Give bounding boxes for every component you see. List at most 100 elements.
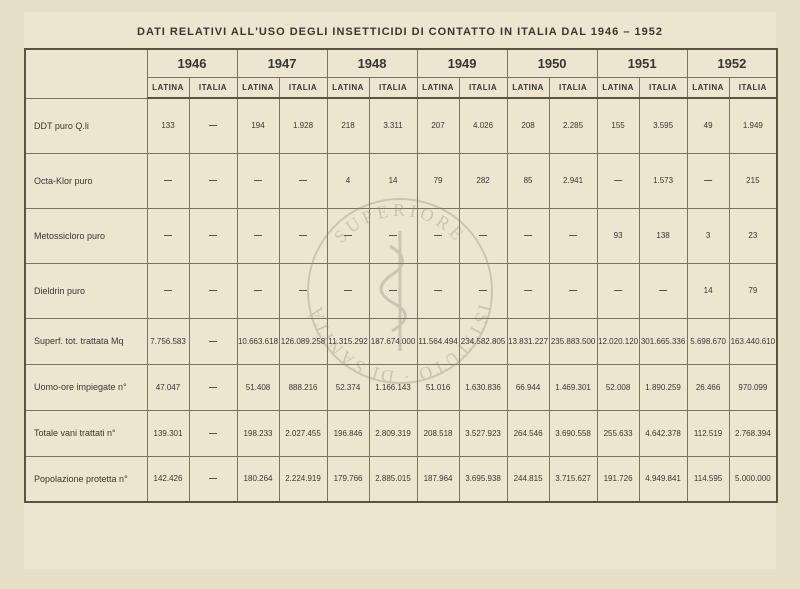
data-cell: 198.233 [237,410,279,456]
subcol-header: ITALIA [639,78,687,99]
data-cell: — [417,263,459,318]
year-header-row: 1946 1947 1948 1949 1950 1951 1952 [25,49,777,78]
subcol-header: ITALIA [549,78,597,99]
data-cell: — [687,153,729,208]
year-header: 1946 [147,49,237,78]
year-header: 1949 [417,49,507,78]
data-cell: 79 [417,153,459,208]
subcol-header: LATINA [237,78,279,99]
data-cell: — [549,208,597,263]
data-cell: — [189,410,237,456]
data-cell: — [369,263,417,318]
table-row: Uomo-ore impiegate n°47.047—51.408888.21… [25,364,777,410]
data-cell: 3.595 [639,98,687,153]
data-cell: 5.698.670 [687,318,729,364]
data-cell: — [327,208,369,263]
data-cell: 1.166.143 [369,364,417,410]
data-cell: 4.949.841 [639,456,687,502]
data-cell: — [549,263,597,318]
table-row: Popolazione protetta n°142.426—180.2642.… [25,456,777,502]
row-label: Octa-Klor puro [25,153,147,208]
data-cell: 4.642.378 [639,410,687,456]
data-cell: 282 [459,153,507,208]
data-cell: 1.928 [279,98,327,153]
data-cell: — [279,153,327,208]
data-cell: 11.564.494 [417,318,459,364]
data-cell: — [597,153,639,208]
data-cell: 1.949 [729,98,777,153]
data-cell: — [507,263,549,318]
data-cell: 2.027.455 [279,410,327,456]
data-cell: 187.964 [417,456,459,502]
data-cell: 52.374 [327,364,369,410]
data-cell: — [147,263,189,318]
data-cell: 14 [687,263,729,318]
subcol-header: ITALIA [729,78,777,99]
data-cell: — [147,153,189,208]
table-row: Superf. tot. trattata Mq7.756.583—10.663… [25,318,777,364]
data-cell: 970.099 [729,364,777,410]
data-cell: 138 [639,208,687,263]
data-cell: 1.890.259 [639,364,687,410]
subcol-header: LATINA [687,78,729,99]
subcol-header: LATINA [597,78,639,99]
table-head: 1946 1947 1948 1949 1950 1951 1952 LATIN… [25,49,777,98]
data-cell: 1.469.301 [549,364,597,410]
data-cell: 93 [597,208,639,263]
data-cell: 66.944 [507,364,549,410]
data-cell: — [327,263,369,318]
data-cell: 3.527.923 [459,410,507,456]
data-cell: — [237,263,279,318]
data-cell: 4.026 [459,98,507,153]
data-cell: 264.546 [507,410,549,456]
data-cell: 207 [417,98,459,153]
data-cell: — [189,208,237,263]
data-cell: 51.408 [237,364,279,410]
data-cell: 208.518 [417,410,459,456]
year-header: 1947 [237,49,327,78]
data-cell: — [279,263,327,318]
data-cell: — [459,208,507,263]
data-cell: 163.440.610 [729,318,777,364]
data-cell: 2.941 [549,153,597,208]
subcol-header: LATINA [507,78,549,99]
data-cell: 208 [507,98,549,153]
data-cell: — [189,263,237,318]
data-cell: 11.315.292 [327,318,369,364]
data-cell: 1.573 [639,153,687,208]
data-cell: 187.674.000 [369,318,417,364]
data-cell: 139.301 [147,410,189,456]
data-cell: 3.690.558 [549,410,597,456]
data-cell: 5.000.000 [729,456,777,502]
row-label: Superf. tot. trattata Mq [25,318,147,364]
data-table: 1946 1947 1948 1949 1950 1951 1952 LATIN… [24,48,778,503]
data-cell: 12.020.120 [597,318,639,364]
data-cell: — [237,153,279,208]
corner-cell [25,49,147,98]
data-cell: — [189,456,237,502]
year-header: 1950 [507,49,597,78]
data-cell: 112.519 [687,410,729,456]
row-label: Uomo-ore impiegate n° [25,364,147,410]
subcol-header: ITALIA [189,78,237,99]
data-cell: 2.224.919 [279,456,327,502]
subcol-header: LATINA [147,78,189,99]
data-cell: 155 [597,98,639,153]
data-cell: — [189,98,237,153]
data-cell: 142.426 [147,456,189,502]
data-cell: 191.726 [597,456,639,502]
data-cell: 26.466 [687,364,729,410]
data-cell: — [459,263,507,318]
data-cell: 7.756.583 [147,318,189,364]
data-cell: — [189,318,237,364]
page-title: DATI RELATIVI ALL'USO DEGLI INSETTICIDI … [24,12,776,48]
data-cell: 301.665.336 [639,318,687,364]
data-cell: 49 [687,98,729,153]
data-cell: — [189,364,237,410]
table-body-totals: Superf. tot. trattata Mq7.756.583—10.663… [25,318,777,502]
data-cell: 196.846 [327,410,369,456]
data-cell: 4 [327,153,369,208]
data-cell: 180.264 [237,456,279,502]
year-header: 1948 [327,49,417,78]
data-cell: 234.582.805 [459,318,507,364]
